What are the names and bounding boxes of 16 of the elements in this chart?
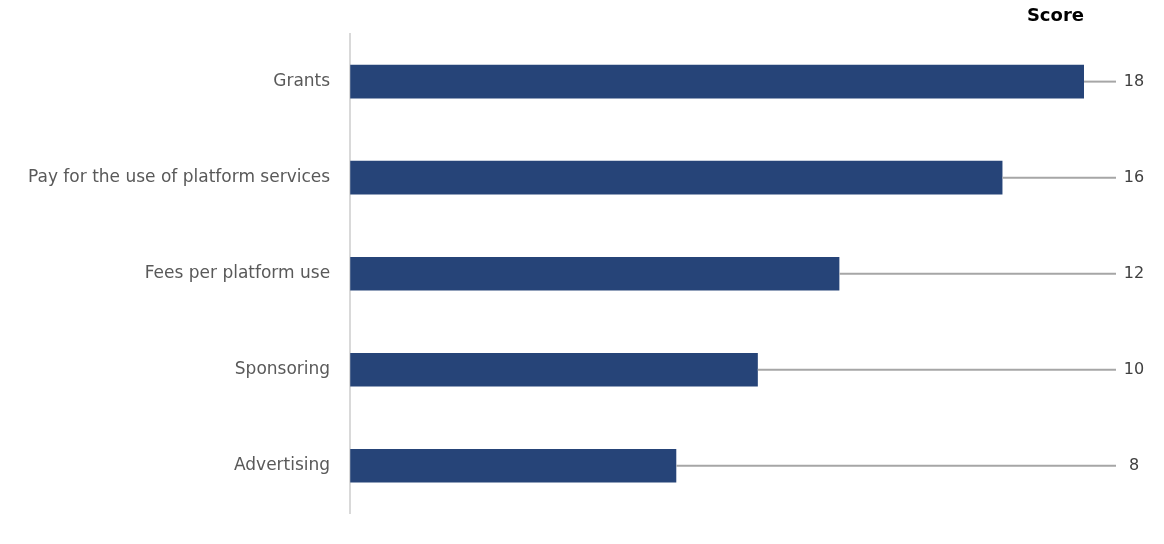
data-label: 12	[1123, 262, 1145, 282]
data-label: 10	[1123, 358, 1145, 378]
y-tick-label: Pay for the use of platform services	[28, 166, 331, 187]
chart-title: Score	[1026, 4, 1084, 26]
bar	[350, 64, 1084, 99]
y-tick-label: Grants	[273, 70, 331, 91]
bar	[350, 448, 677, 483]
y-tick-label: Advertising	[233, 454, 331, 475]
data-label: 8	[1128, 454, 1140, 474]
data-label: 16	[1123, 166, 1145, 186]
y-tick-label: Sponsoring	[234, 358, 331, 379]
bar	[350, 160, 1003, 195]
bar	[350, 352, 758, 387]
y-tick-label: Fees per platform use	[144, 262, 331, 283]
data-label: 18	[1123, 70, 1145, 90]
bar	[350, 256, 840, 291]
